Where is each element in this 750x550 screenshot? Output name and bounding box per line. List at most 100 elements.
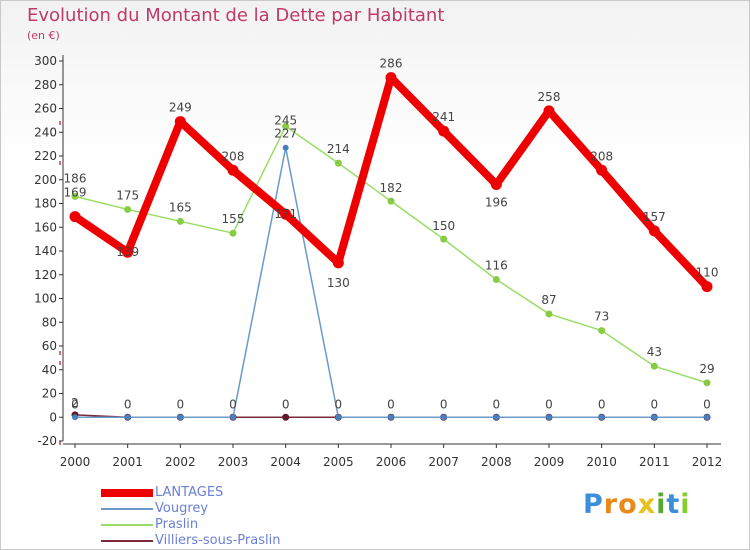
data-label-lantages-2004: 171 bbox=[274, 207, 297, 221]
logo-letter: P bbox=[583, 489, 604, 520]
x-tick-label-2009: 2009 bbox=[534, 455, 565, 469]
point-vougrey-2005 bbox=[335, 414, 342, 421]
point-praslin-2007 bbox=[440, 235, 448, 243]
point-praslin-2005 bbox=[334, 159, 342, 167]
x-tick-label-2005: 2005 bbox=[323, 455, 354, 469]
data-label-vougrey-2007: 0 bbox=[440, 397, 448, 411]
data-label-lantages-2003: 208 bbox=[222, 149, 245, 163]
point-lantages-2008 bbox=[490, 179, 502, 190]
x-tick-label-2011: 2011 bbox=[639, 455, 670, 469]
point-praslin-2003 bbox=[229, 229, 237, 237]
point-vougrey-2002 bbox=[177, 414, 184, 421]
point-vougrey-2012 bbox=[704, 414, 710, 421]
data-label-vougrey-2003: 0 bbox=[229, 397, 237, 411]
point-vougrey-2004 bbox=[282, 144, 289, 151]
point-lantages-2009 bbox=[543, 105, 555, 117]
y-tick-label-300: 300 bbox=[34, 54, 57, 68]
data-label-vougrey-2005: 0 bbox=[335, 397, 343, 411]
y-tick-label-200: 200 bbox=[34, 173, 57, 187]
data-label-lantages-2010: 208 bbox=[590, 149, 613, 163]
data-label-lantages-2012: 110 bbox=[696, 266, 719, 280]
point-lantages-2000 bbox=[69, 211, 81, 223]
data-label-lantages-2005: 130 bbox=[327, 276, 350, 290]
point-vougrey-2008 bbox=[493, 414, 500, 421]
data-label-lantages-2000: 169 bbox=[64, 186, 87, 200]
data-label-villiers-sous-praslin-2004: 0 bbox=[282, 397, 290, 411]
point-lantages-2006 bbox=[385, 72, 397, 84]
y-tick-label-280: 280 bbox=[34, 78, 57, 92]
y-tick-label-180: 180 bbox=[34, 197, 57, 211]
point-praslin-2006 bbox=[387, 197, 395, 205]
logo-letter: i bbox=[680, 489, 691, 520]
x-tick-label-2007: 2007 bbox=[428, 455, 459, 469]
data-label-vougrey-2011: 0 bbox=[651, 397, 659, 411]
data-label-praslin-2000: 186 bbox=[64, 171, 87, 185]
point-villiers-sous-praslin-2004 bbox=[282, 413, 290, 421]
y-tick-label-100: 100 bbox=[34, 292, 57, 306]
proxiti-logo: Proxiti bbox=[583, 489, 691, 520]
data-label-praslin-2007: 150 bbox=[432, 219, 455, 233]
x-tick-label-2003: 2003 bbox=[218, 455, 249, 469]
legend-swatch-praslin bbox=[101, 524, 153, 526]
point-praslin-2011 bbox=[650, 362, 658, 370]
point-praslin-2010 bbox=[598, 327, 606, 335]
x-tick-label-2000: 2000 bbox=[60, 455, 91, 469]
logo-letter: x bbox=[637, 489, 657, 520]
data-label-villiers-sous-praslin-2000: 2 bbox=[71, 396, 79, 410]
y-tick-label--20: -20 bbox=[37, 434, 57, 448]
point-lantages-2003 bbox=[227, 164, 239, 176]
data-label-vougrey-2004: 227 bbox=[274, 127, 297, 141]
data-label-vougrey-2001: 0 bbox=[124, 397, 132, 411]
point-praslin-2008 bbox=[492, 276, 500, 283]
data-label-praslin-2010: 73 bbox=[594, 310, 609, 324]
data-label-lantages-2006: 286 bbox=[380, 57, 403, 71]
point-vougrey-2010 bbox=[598, 414, 605, 421]
y-tick-label-80: 80 bbox=[42, 315, 57, 329]
y-tick-label-260: 260 bbox=[34, 102, 57, 116]
y-tick-label-240: 240 bbox=[34, 125, 57, 139]
y-tick-label-0: 0 bbox=[49, 410, 57, 424]
point-praslin-2000 bbox=[71, 192, 79, 200]
data-label-praslin-2009: 87 bbox=[541, 293, 556, 307]
point-lantages-2002 bbox=[174, 116, 186, 128]
point-vougrey-2001 bbox=[124, 414, 131, 421]
data-label-praslin-2008: 116 bbox=[485, 259, 508, 273]
x-tick-label-2006: 2006 bbox=[376, 455, 407, 469]
legend-label-vougrey: Vougrey bbox=[155, 501, 209, 516]
point-vougrey-2009 bbox=[546, 414, 552, 421]
point-vougrey-2000 bbox=[72, 414, 78, 421]
x-tick-label-2001: 2001 bbox=[112, 455, 143, 469]
y-tick-label-60: 60 bbox=[42, 339, 57, 353]
data-label-vougrey-2008: 0 bbox=[493, 397, 501, 411]
y-tick-label-140: 140 bbox=[34, 244, 57, 258]
data-label-praslin-2003: 155 bbox=[222, 212, 245, 226]
data-label-lantages-2001: 139 bbox=[116, 245, 139, 259]
y-tick-label-160: 160 bbox=[34, 220, 57, 234]
series-line-praslin bbox=[74, 125, 708, 384]
x-tick-label-2002: 2002 bbox=[165, 455, 196, 469]
data-label-lantages-2002: 249 bbox=[169, 101, 192, 115]
point-praslin-2001 bbox=[124, 205, 132, 213]
data-label-vougrey-2006: 0 bbox=[387, 397, 395, 411]
legend-label-lantages: LANTAGES bbox=[155, 485, 224, 500]
y-tick-label-220: 220 bbox=[34, 149, 57, 163]
data-label-praslin-2011: 43 bbox=[647, 345, 662, 359]
point-lantages-2005 bbox=[332, 257, 344, 269]
data-label-praslin-2012: 29 bbox=[699, 362, 714, 376]
data-label-vougrey-2012: 0 bbox=[703, 397, 711, 411]
logo-letter: r bbox=[603, 489, 619, 520]
data-label-lantages-2011: 157 bbox=[643, 210, 666, 224]
x-tick-label-2004: 2004 bbox=[270, 455, 301, 469]
point-vougrey-2006 bbox=[388, 414, 394, 421]
point-praslin-2004 bbox=[282, 122, 290, 130]
point-praslin-2002 bbox=[176, 217, 184, 225]
point-lantages-2007 bbox=[438, 125, 450, 137]
legend-swatch-vougrey bbox=[101, 508, 153, 510]
chart-title: Evolution du Montant de la Dette par Hab… bbox=[27, 5, 445, 26]
y-tick-label-20: 20 bbox=[42, 387, 57, 401]
point-praslin-2009 bbox=[545, 310, 553, 318]
data-label-vougrey-2002: 0 bbox=[177, 397, 185, 411]
data-label-praslin-2001: 175 bbox=[116, 188, 139, 202]
